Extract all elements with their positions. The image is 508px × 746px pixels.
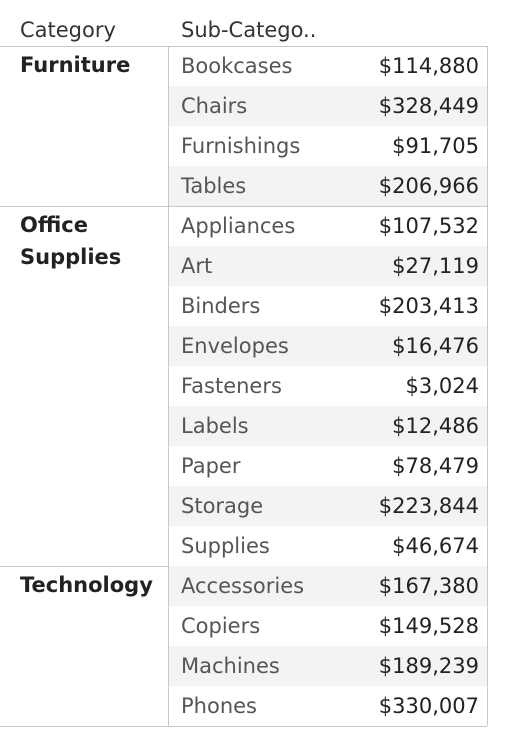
sales-value[interactable]: $149,528 <box>378 614 479 638</box>
subcategory-label[interactable]: Accessories <box>181 574 305 598</box>
table-row: Envelopes $16,476 <box>168 326 487 366</box>
subcategory-label[interactable]: Paper <box>181 454 241 478</box>
table-row: Fasteners $3,024 <box>168 366 487 406</box>
sales-value[interactable]: $46,674 <box>392 534 479 558</box>
subcategory-label[interactable]: Machines <box>181 654 280 678</box>
subcategory-label[interactable]: Binders <box>181 294 261 318</box>
sales-value[interactable]: $27,119 <box>392 254 479 278</box>
table-row: Supplies $46,674 <box>168 526 487 566</box>
table-row: Paper $78,479 <box>168 446 487 486</box>
subcategory-label[interactable]: Furnishings <box>181 134 301 158</box>
sales-value[interactable]: $3,024 <box>405 374 479 398</box>
sales-value[interactable]: $167,380 <box>378 574 479 598</box>
subcategory-label[interactable]: Tables <box>181 174 247 198</box>
sales-value[interactable]: $189,239 <box>378 654 479 678</box>
category-column-header[interactable]: Category <box>20 18 116 42</box>
subcategory-label[interactable]: Chairs <box>181 94 248 118</box>
table-row: Storage $223,844 <box>168 486 487 526</box>
category-label[interactable]: Supplies <box>20 245 122 269</box>
table-top-border <box>0 46 487 47</box>
table-row: Copiers $149,528 <box>168 606 487 646</box>
sales-value[interactable]: $206,966 <box>378 174 479 198</box>
table-row: Tables $206,966 <box>168 166 487 206</box>
sales-value[interactable]: $107,532 <box>378 214 479 238</box>
sales-value[interactable]: $203,413 <box>378 294 479 318</box>
table-row: Chairs $328,449 <box>168 86 487 126</box>
sales-value[interactable]: $12,486 <box>392 414 479 438</box>
sales-value[interactable]: $78,479 <box>392 454 479 478</box>
group-divider <box>0 726 487 727</box>
table-row: Art $27,119 <box>168 246 487 286</box>
sales-value[interactable]: $16,476 <box>392 334 479 358</box>
sales-value[interactable]: $114,880 <box>378 54 479 78</box>
category-label[interactable]: Technology <box>20 573 153 597</box>
subcategory-label[interactable]: Labels <box>181 414 249 438</box>
table-row: Binders $203,413 <box>168 286 487 326</box>
table-row: Machines $189,239 <box>168 646 487 686</box>
subcategory-left-border <box>168 46 169 726</box>
subcategory-label[interactable]: Supplies <box>181 534 270 558</box>
subcategory-label[interactable]: Fasteners <box>181 374 282 398</box>
subcategory-label[interactable]: Bookcases <box>181 54 293 78</box>
sales-value[interactable]: $223,844 <box>378 494 479 518</box>
group-divider <box>0 206 487 207</box>
subcategory-label[interactable]: Envelopes <box>181 334 289 358</box>
sales-value[interactable]: $328,449 <box>378 94 479 118</box>
category-label[interactable]: Office <box>20 213 88 237</box>
table-row: Bookcases $114,880 <box>168 46 487 86</box>
subcategory-column-header[interactable]: Sub-Catego.. <box>181 18 317 42</box>
table-right-border <box>487 46 488 726</box>
sales-value[interactable]: $330,007 <box>378 694 479 718</box>
subcategory-label[interactable]: Art <box>181 254 213 278</box>
subcategory-label[interactable]: Appliances <box>181 214 296 238</box>
table-row: Phones $330,007 <box>168 686 487 726</box>
table-row: Appliances $107,532 <box>168 206 487 246</box>
table-row: Accessories $167,380 <box>168 566 487 606</box>
sales-value[interactable]: $91,705 <box>392 134 479 158</box>
category-label[interactable]: Furniture <box>20 53 131 77</box>
table-row: Labels $12,486 <box>168 406 487 446</box>
subcategory-label[interactable]: Storage <box>181 494 264 518</box>
table-row: Furnishings $91,705 <box>168 126 487 166</box>
subcategory-label[interactable]: Copiers <box>181 614 261 638</box>
subcategory-label[interactable]: Phones <box>181 694 257 718</box>
